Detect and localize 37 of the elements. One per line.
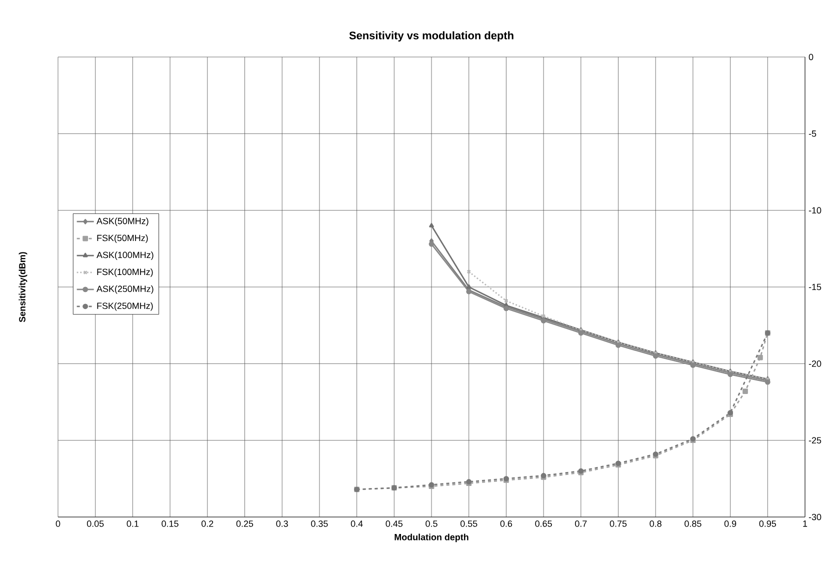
x-tick-label: 0.35 [311,520,328,527]
x-tick-label: 0.85 [684,520,702,527]
y-tick-label: -15 [808,284,822,290]
x-tick-label: 0.25 [236,520,254,527]
y-axis-title: Sensitivity(dBm) [18,252,28,322]
x-tick-label: 0.65 [535,520,552,527]
x-tick-label: 0.95 [759,520,776,527]
x-tick-label: 0.4 [350,520,363,527]
chart-title: Sensitivity vs modulation depth [349,31,514,42]
x-tick-label: 0.05 [86,520,104,527]
legend-label: ASK(250MHz) [96,285,154,294]
y-tick-label: -10 [808,207,822,214]
x-tick-label: 0.75 [610,520,627,527]
y-tick-label: 0 [808,54,814,60]
x-tick-label: 0.45 [386,520,402,527]
x-tick-label: 1 [803,520,808,527]
y-tick-label: -20 [808,360,822,367]
x-tick-label: 0.3 [276,520,288,527]
x-axis-title: Modulation depth [394,534,468,542]
x-tick-label: 0 [56,520,60,527]
y-tick-label: -25 [808,437,822,444]
legend-label: FSK(250MHz) [97,302,153,311]
x-tick-label: 0.7 [575,520,587,527]
x-tick-label: 0.2 [202,520,214,527]
legend-label: FSK(50MHz) [97,234,148,243]
x-tick-label: 0.1 [126,520,138,527]
x-tick-label: 0.55 [460,520,478,527]
x-tick-label: 0.5 [426,520,438,527]
x-tick-label: 0.8 [650,520,662,527]
y-tick-label: -30 [808,514,822,520]
x-tick-label: 0.9 [724,520,736,527]
legend-label: FSK(100MHz) [97,268,153,277]
y-tick-label: -5 [808,130,816,137]
x-tick-label: 0.15 [162,520,178,527]
x-tick-label: 0.6 [500,520,512,527]
legend-label: ASK(100MHz) [96,252,154,260]
legend-label: ASK(50MHz) [96,218,148,226]
